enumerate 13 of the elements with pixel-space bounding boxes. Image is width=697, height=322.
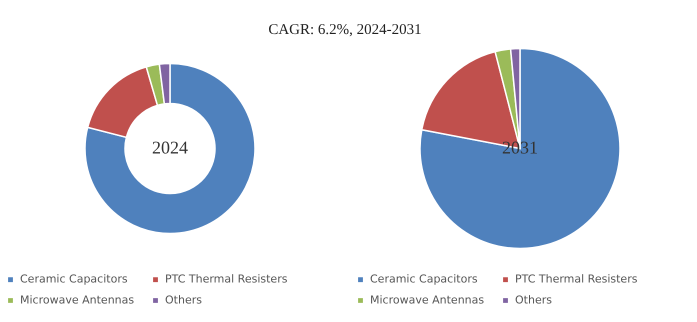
legend-label: PTC Thermal Resisters	[165, 272, 288, 286]
legend-label: Ceramic Capacitors	[370, 272, 478, 286]
legend-label: Microwave Antennas	[370, 294, 484, 306]
text: 2024	[152, 138, 188, 158]
legend-label: PTC Thermal Resisters	[515, 272, 638, 286]
pie-slice	[419, 48, 621, 250]
legend-label: Others	[515, 294, 552, 306]
legend-label: Ceramic Capacitors	[20, 272, 128, 286]
text: CAGR: 6.2%, 2024-2031	[268, 22, 422, 38]
legend-label: Others	[165, 294, 202, 306]
legend-label: Microwave Antennas	[20, 294, 134, 306]
donut-slice	[84, 62, 256, 234]
text: 2031	[502, 138, 538, 158]
